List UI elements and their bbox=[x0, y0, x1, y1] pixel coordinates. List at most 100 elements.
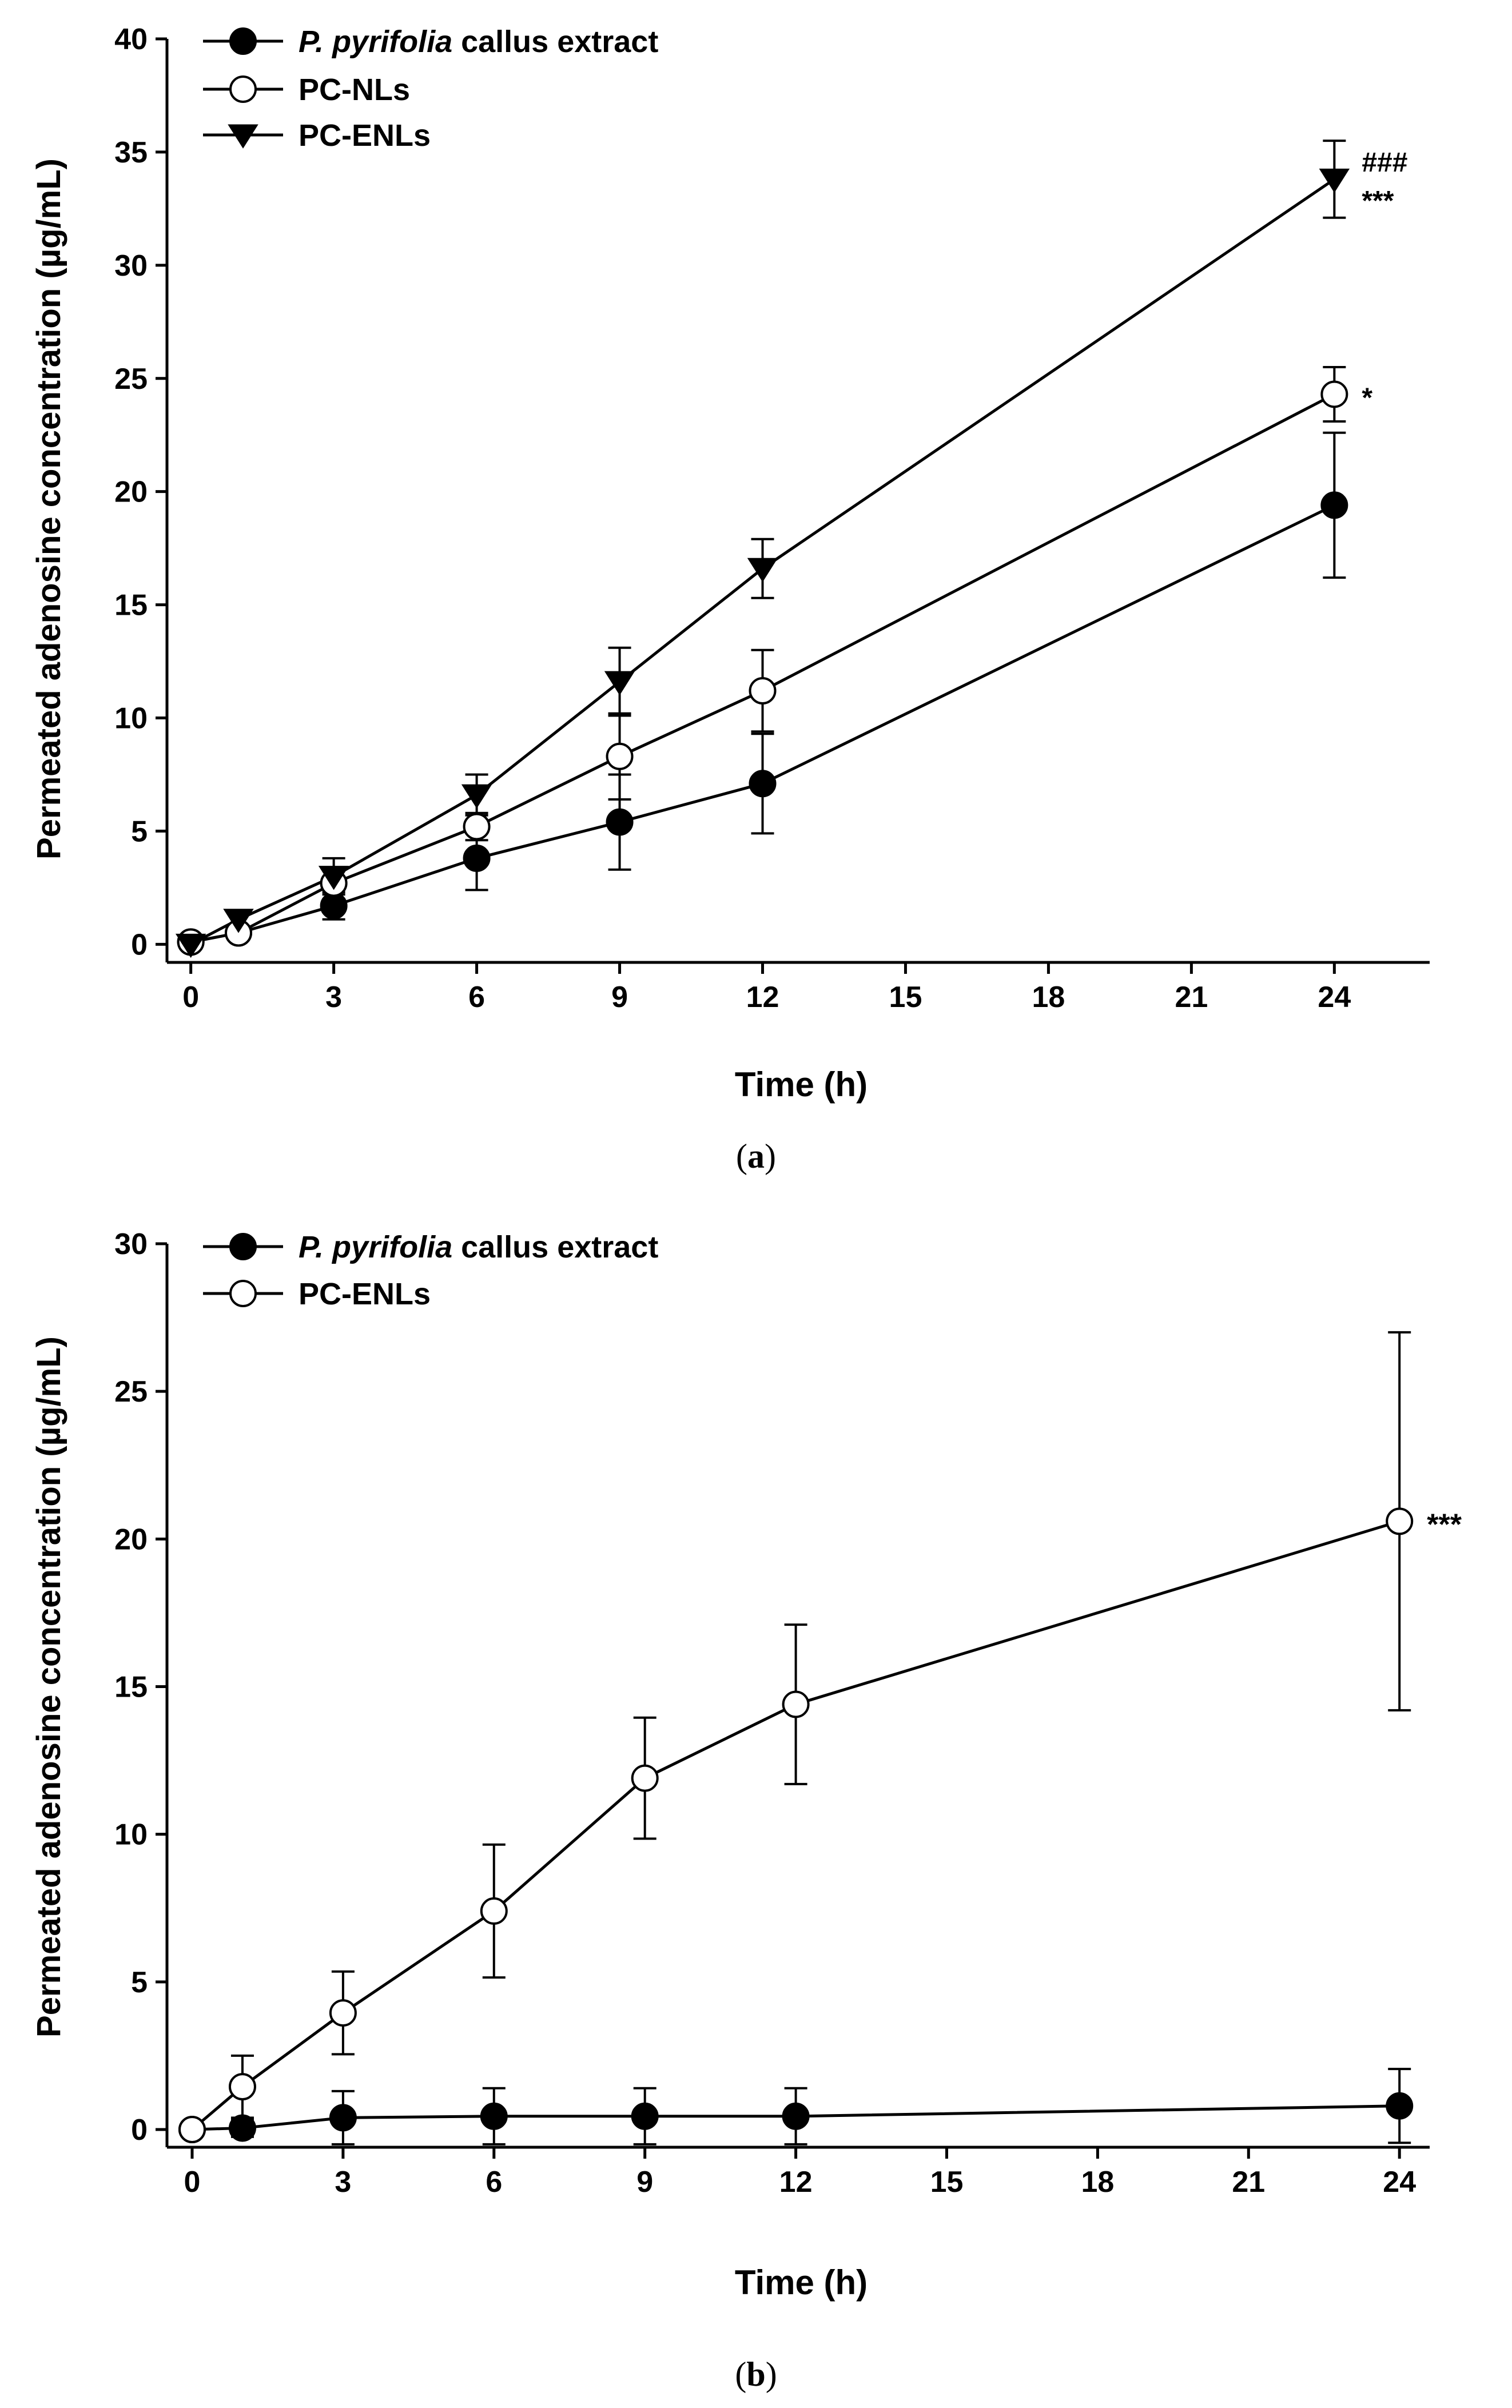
panel-b-y-tick-label: 5 bbox=[131, 1966, 148, 1999]
marker-triangle-down bbox=[461, 784, 492, 809]
panel-b-x-tick-label: 21 bbox=[1232, 2166, 1265, 2199]
marker-circle-filled bbox=[782, 2102, 810, 2130]
significance-annotation: *** bbox=[1362, 186, 1394, 216]
marker-triangle-down bbox=[1319, 168, 1350, 193]
marker-circle-open bbox=[329, 1999, 357, 2027]
legend-a-marker-1 bbox=[229, 27, 257, 55]
panel-b-x-tick-label: 0 bbox=[184, 2166, 201, 2199]
panel-a-x-tick-label: 0 bbox=[182, 981, 199, 1014]
panel-b-x-axis-label: Time (h) bbox=[735, 2263, 868, 2302]
marker-circle-open bbox=[1320, 380, 1348, 408]
panel-a-y-tick-label: 0 bbox=[131, 928, 148, 961]
panel-a-x-axis-label: Time (h) bbox=[735, 1065, 868, 1104]
legend-b-label-1: P. pyrifolia callus extract bbox=[299, 1230, 658, 1264]
panel-a-y-tick-label: 25 bbox=[114, 363, 148, 396]
panel-b-caption: (b) bbox=[735, 2355, 777, 2393]
marker-circle-open bbox=[463, 813, 491, 841]
panel-b-error-bars bbox=[180, 1331, 1411, 2146]
significance-annotation: *** bbox=[1427, 1509, 1462, 1542]
panel-a-x-tick-label: 9 bbox=[611, 981, 628, 1014]
panel-b-axes bbox=[165, 1244, 1430, 2149]
panel-a-y-tick-label: 20 bbox=[114, 476, 148, 509]
marker-triangle-down bbox=[318, 866, 349, 890]
marker-circle-filled bbox=[480, 2102, 508, 2130]
panel-b-x-tick-label: 12 bbox=[779, 2166, 813, 2199]
marker-circle-open bbox=[749, 677, 777, 705]
panel-b-x-tick-label: 15 bbox=[930, 2166, 964, 2199]
legend-a-marker-2 bbox=[229, 75, 257, 103]
marker-circle-open bbox=[606, 742, 634, 770]
marker-circle-filled bbox=[320, 892, 348, 920]
legend-a-label-2: PC-NLs bbox=[299, 73, 410, 107]
marker-circle-open bbox=[178, 2116, 206, 2144]
panel-a-y-axis-label: Permeated adenosine concentration (µg/mL… bbox=[30, 158, 67, 859]
panel-b: 0 3 6 9 12 15 18 21 24 0 5 10 15 20 25 30 Permeated ade… bbox=[30, 1228, 1462, 2393]
panel-a-markers bbox=[175, 168, 1350, 958]
legend-b-marker-2 bbox=[229, 1280, 257, 1307]
panel-b-y-tick-label: 0 bbox=[131, 2114, 148, 2147]
marker-circle-filled bbox=[1320, 491, 1348, 519]
panel-b-y-axis-label: Permeated adenosine concentration (µg/mL… bbox=[30, 1336, 67, 2037]
panel-b-x-tick-label: 9 bbox=[636, 2166, 653, 2199]
marker-circle-open bbox=[631, 1764, 659, 1792]
panel-b-x-tick-label: 3 bbox=[335, 2166, 351, 2199]
significance-annotation: ### bbox=[1362, 148, 1407, 178]
panel-a-annotations: ###**** bbox=[1362, 148, 1407, 413]
panel-a-x-tick-label: 24 bbox=[1318, 981, 1351, 1014]
panel-b-y-tick-label: 30 bbox=[114, 1228, 148, 1261]
panel-a-y-tick-label: 30 bbox=[114, 249, 148, 282]
panel-b-markers bbox=[178, 1507, 1414, 2144]
panel-a-error-bars bbox=[179, 140, 1346, 950]
marker-circle-open bbox=[228, 2073, 256, 2101]
marker-triangle-down bbox=[747, 558, 778, 583]
panel-a-y-tick-label: 10 bbox=[114, 702, 148, 735]
series-line-2 bbox=[191, 1519, 1400, 2131]
marker-circle-open bbox=[782, 1690, 810, 1718]
panel-b-ticks: 0 3 6 9 12 15 18 21 24 0 5 10 15 20 25 30 bbox=[114, 1228, 1416, 2199]
panel-b-y-tick-label: 20 bbox=[114, 1523, 148, 1556]
marker-circle-filled bbox=[606, 808, 634, 836]
panel-b-legend: P. pyrifolia callus extract PC-ENLs bbox=[203, 1230, 658, 1311]
panel-a-y-tick-label: 5 bbox=[131, 815, 148, 848]
panel-a-x-tick-label: 6 bbox=[468, 981, 485, 1014]
panel-b-x-tick-label: 18 bbox=[1081, 2166, 1114, 2199]
marker-circle-filled bbox=[463, 844, 491, 872]
legend-a-label-3: PC-ENLs bbox=[299, 118, 431, 153]
marker-circle-open bbox=[480, 1897, 508, 1925]
panel-b-x-tick-label: 24 bbox=[1383, 2166, 1416, 2199]
marker-circle-filled bbox=[749, 770, 777, 798]
panel-a-x-tick-label: 3 bbox=[325, 981, 342, 1014]
marker-circle-filled bbox=[329, 2104, 357, 2132]
marker-circle-filled bbox=[631, 2102, 659, 2130]
marker-triangle-down bbox=[175, 933, 206, 958]
panel-b-annotations: *** bbox=[1427, 1509, 1462, 1542]
panel-a-caption: (a) bbox=[736, 1137, 776, 1175]
panel-a: 0 3 6 9 12 15 18 21 24 0 5 10 15 20 25 30 35 40 Permeated… bbox=[30, 23, 1430, 1175]
marker-triangle-down bbox=[604, 671, 635, 695]
marker-circle-filled bbox=[228, 2114, 256, 2142]
panel-b-y-tick-label: 25 bbox=[114, 1375, 148, 1408]
panel-a-y-tick-label: 40 bbox=[114, 23, 148, 56]
panel-a-ticks: 0 3 6 9 12 15 18 21 24 0 5 10 15 20 25 30 35 40 bbox=[114, 23, 1351, 1014]
significance-annotation: * bbox=[1362, 383, 1372, 413]
panel-b-y-tick-label: 15 bbox=[114, 1671, 148, 1704]
panel-a-x-tick-label: 15 bbox=[889, 981, 922, 1014]
panel-a-x-tick-label: 12 bbox=[746, 981, 779, 1014]
panel-b-series-lines bbox=[191, 1519, 1400, 2131]
panel-a-legend: P. pyrifolia callus extract PC-NLs PC-EN… bbox=[203, 25, 658, 153]
marker-circle-open bbox=[1386, 1507, 1414, 1535]
panel-b-x-tick-label: 6 bbox=[486, 2166, 502, 2199]
legend-a-label-1: P. pyrifolia callus extract bbox=[299, 25, 658, 59]
panel-a-axes bbox=[165, 39, 1430, 964]
legend-a-marker-3 bbox=[228, 124, 258, 149]
panel-a-x-tick-label: 18 bbox=[1032, 981, 1065, 1014]
panel-a-y-tick-label: 15 bbox=[114, 589, 148, 622]
panel-a-y-tick-label: 35 bbox=[114, 136, 148, 169]
legend-b-label-2: PC-ENLs bbox=[299, 1277, 431, 1311]
panel-b-y-tick-label: 10 bbox=[114, 1818, 148, 1852]
legend-b-marker-1 bbox=[229, 1233, 257, 1260]
marker-circle-filled bbox=[1386, 2092, 1414, 2120]
marker-triangle-down bbox=[223, 909, 254, 933]
panel-a-x-tick-label: 21 bbox=[1175, 981, 1208, 1014]
